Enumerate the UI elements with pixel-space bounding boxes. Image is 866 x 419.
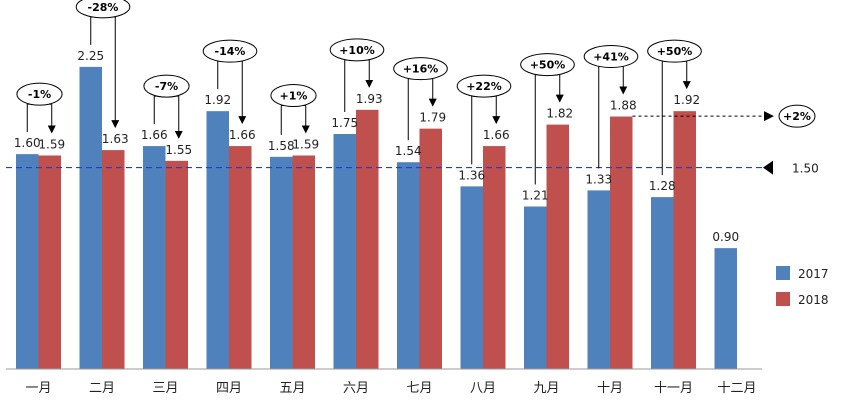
value-label-2017: 2.25 (77, 49, 104, 63)
value-label-2018: 1.79 (419, 111, 446, 125)
change-label: -28% (88, 1, 119, 14)
value-label-2017: 1.60 (14, 136, 41, 150)
value-label-2017: 1.28 (649, 179, 676, 193)
value-label-2018: 1.82 (546, 107, 573, 121)
reference-line-label: 1.50 (792, 162, 819, 176)
trend-arrow-icon (764, 111, 774, 122)
bar-2017-二月 (79, 66, 102, 369)
value-label-2018: 1.88 (610, 99, 637, 113)
value-label-2018: 1.92 (673, 93, 700, 107)
category-label: 三月 (152, 381, 178, 396)
trend-bubble (778, 104, 816, 128)
legend-label-2017: 2017 (798, 267, 829, 281)
change-label: +50% (657, 45, 693, 58)
change-label: +22% (466, 80, 502, 93)
value-label-2018: 1.66 (229, 128, 256, 142)
category-label: 七月 (406, 381, 432, 396)
value-label-2018: 1.55 (165, 143, 192, 157)
change-label: -14% (215, 45, 246, 58)
bars-layer (16, 66, 737, 370)
bar-2018-六月 (356, 109, 379, 369)
change-bubble (329, 38, 385, 62)
bar-2017-一月 (16, 154, 39, 369)
change-annotations-layer: -1% -28% -7% -14% +1% +10% +16% +22% +50% +41% +50… (16, 0, 816, 185)
change-label: +50% (530, 59, 566, 72)
value-label-2017: 1.36 (458, 168, 485, 182)
bar-2018-八月 (483, 146, 506, 369)
bar-2017-十月 (587, 190, 610, 369)
x-axis: 一月 二月 三月 四月 五月 六月 七月 八月 九月 十月 十一月 十二月 (6, 368, 762, 396)
category-label: 十二月 (717, 381, 756, 396)
value-labels-layer: 1.601.592.251.63 1.661.551.921.661.581.59… (14, 49, 739, 244)
category-label: 一月 (25, 381, 51, 396)
value-label-2018: 1.66 (483, 128, 510, 142)
category-label: 六月 (343, 381, 369, 396)
change-label: +10% (339, 44, 375, 57)
bar-2017-十二月 (714, 248, 737, 369)
change-bubble (75, 0, 131, 19)
bar-2018-十月 (610, 116, 633, 370)
bar-2017-五月 (270, 156, 293, 369)
change-label: -7% (155, 80, 178, 93)
category-label: 五月 (279, 381, 305, 396)
bar-2018-五月 (292, 155, 315, 369)
change-bubble (393, 57, 448, 81)
value-label-2017: 1.58 (268, 139, 295, 153)
legend-label-2018: 2018 (798, 293, 829, 307)
bar-2018-十一月 (673, 111, 696, 370)
category-label: 二月 (89, 381, 115, 396)
legend-swatch-2018 (776, 292, 790, 306)
change-bubble (583, 45, 639, 69)
bar-2017-八月 (460, 186, 483, 369)
bar-2017-九月 (524, 206, 547, 369)
legend: 2017 2018 (776, 266, 829, 307)
change-label: +1% (280, 89, 308, 102)
bar-2018-一月 (38, 155, 61, 369)
category-label: 九月 (533, 381, 559, 396)
change-label: +16% (403, 63, 439, 76)
legend-swatch-2017 (776, 266, 790, 280)
value-label-2018: 1.59 (38, 137, 65, 151)
change-bubble (456, 74, 512, 98)
change-bubble (202, 39, 258, 63)
bar-2017-六月 (333, 134, 356, 369)
category-label: 十月 (597, 381, 623, 396)
value-label-2018: 1.63 (102, 132, 129, 146)
bar-2018-九月 (546, 124, 569, 369)
reference-arrow-icon (763, 160, 773, 175)
category-label: 十一月 (654, 381, 693, 396)
bar-2018-三月 (165, 160, 188, 369)
category-label: 四月 (216, 381, 242, 396)
change-bubble (647, 39, 702, 63)
bar-2017-三月 (143, 146, 166, 369)
bar-2017-七月 (397, 162, 420, 369)
value-label-2017: 1.54 (395, 144, 422, 158)
change-label: -1% (28, 88, 51, 101)
value-label-2017: 1.75 (331, 116, 358, 130)
value-label-2017: 0.90 (712, 230, 739, 244)
change-bubble (143, 74, 190, 98)
bar-2018-四月 (229, 146, 252, 369)
category-label: 八月 (470, 381, 496, 396)
value-label-2017: 1.66 (141, 128, 168, 142)
change-label: +41% (593, 51, 629, 64)
change-bubble (270, 83, 317, 107)
bar-2018-七月 (419, 128, 442, 369)
bar-2018-二月 (102, 150, 125, 369)
trend-label: +2% (783, 110, 811, 123)
change-bubble (16, 82, 63, 106)
reference-line-layer: 1.50 (6, 160, 819, 176)
value-label-2017: 1.92 (204, 93, 231, 107)
bar-2017-四月 (206, 111, 229, 370)
value-label-2018: 1.93 (356, 92, 383, 106)
value-label-2017: 1.33 (585, 172, 612, 186)
value-label-2018: 1.59 (292, 137, 319, 151)
bar-2017-十一月 (651, 197, 674, 369)
change-bubble (520, 53, 575, 77)
value-label-2017: 1.21 (522, 189, 549, 203)
